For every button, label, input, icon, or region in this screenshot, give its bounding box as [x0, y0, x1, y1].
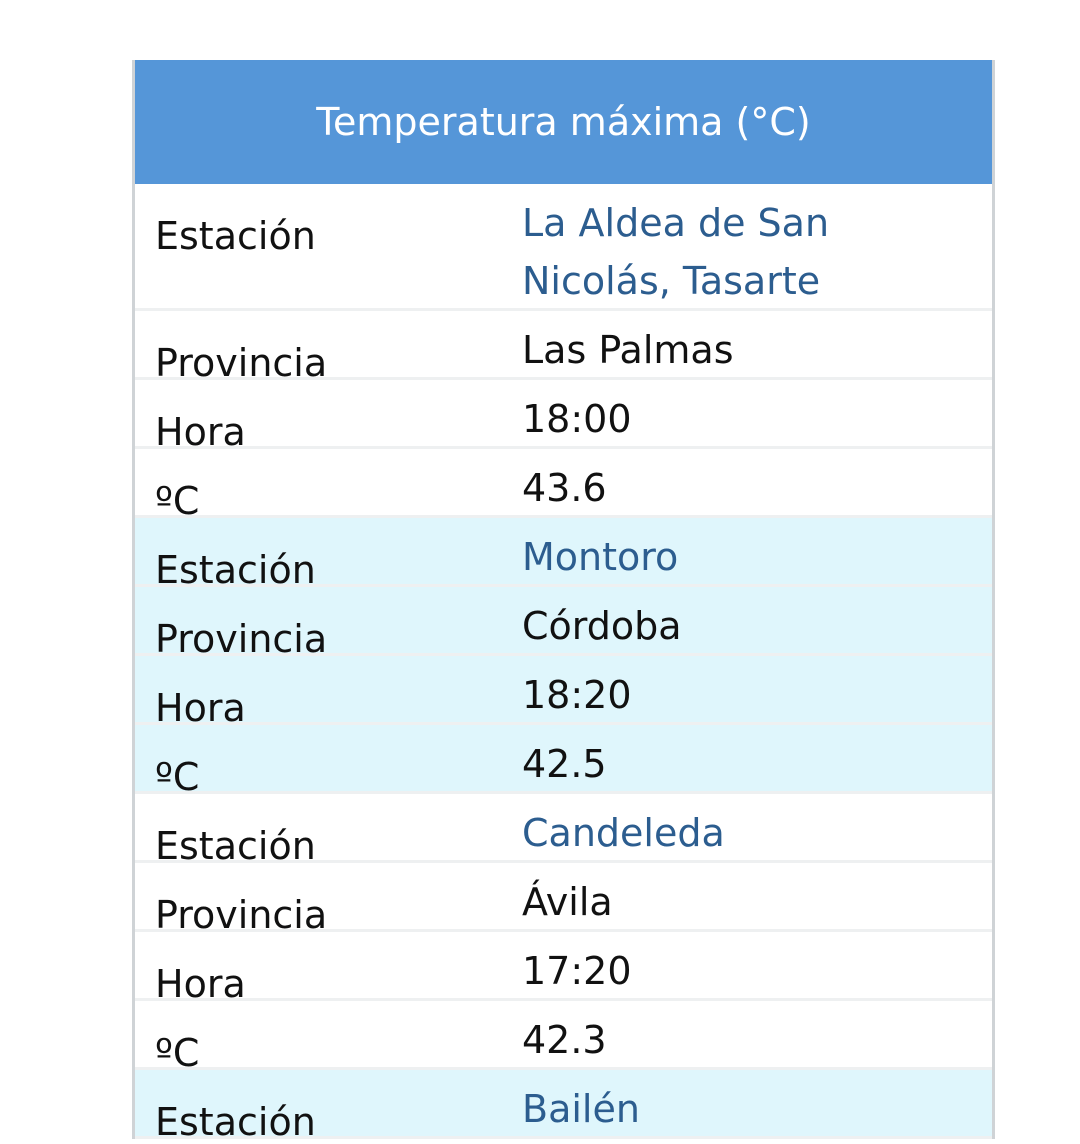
table-row: Estación Bailén	[135, 1070, 992, 1144]
hour-value: 18:00	[522, 397, 632, 441]
province-value: Las Palmas	[522, 328, 734, 372]
province-label: Provincia	[155, 617, 328, 661]
station-link[interactable]: Montoro	[522, 535, 679, 579]
hour-label: Hora	[155, 962, 246, 1006]
table-row: Hora 18:20	[135, 656, 992, 730]
province-value: Ávila	[522, 880, 613, 924]
station-link[interactable]: Bailén	[522, 1087, 640, 1131]
temp-label: ºC	[155, 479, 200, 523]
station-group: Estación Candeleda Provincia Ávila Hora …	[135, 794, 992, 1075]
temp-label: ºC	[155, 755, 200, 799]
table-row: ºC 42.5	[135, 725, 992, 799]
table-row: ºC 43.6	[135, 449, 992, 523]
temp-value: 43.6	[522, 466, 607, 510]
table-header: Temperatura máxima (°C)	[135, 60, 992, 184]
station-label: Estación	[155, 824, 316, 868]
temp-label: ºC	[155, 1031, 200, 1075]
province-label: Provincia	[155, 893, 328, 937]
table-row: Estación Montoro	[135, 518, 992, 592]
hour-value: 18:20	[522, 673, 632, 717]
table-row: Hora 18:00	[135, 380, 992, 454]
hour-label: Hora	[155, 410, 246, 454]
table-row: Provincia Córdoba	[135, 587, 992, 661]
temp-value: 42.5	[522, 742, 607, 786]
province-value: Córdoba	[522, 604, 682, 648]
table-row: Provincia Ávila	[135, 863, 992, 937]
station-link[interactable]: Candeleda	[522, 811, 725, 855]
station-group: Estación Montoro Provincia Córdoba Hora …	[135, 518, 992, 799]
station-group: Estación La Aldea de San Nicolás, Tasart…	[135, 184, 992, 523]
table-row: Hora 17:20	[135, 932, 992, 1006]
hour-value: 17:20	[522, 949, 632, 993]
province-label: Provincia	[155, 341, 328, 385]
station-link[interactable]: La Aldea de San Nicolás, Tasarte	[522, 201, 830, 303]
table-row: Estación La Aldea de San Nicolás, Tasart…	[135, 184, 992, 311]
table-title: Temperatura máxima (°C)	[316, 100, 811, 144]
station-label: Estación	[155, 548, 316, 592]
station-group: Estación Bailén	[135, 1070, 992, 1144]
table-row: Provincia Las Palmas	[135, 311, 992, 385]
table-row: ºC 42.3	[135, 1001, 992, 1075]
table-row: Estación Candeleda	[135, 794, 992, 868]
station-label: Estación	[155, 1100, 316, 1144]
max-temperature-table: Temperatura máxima (°C) Estación La Alde…	[132, 60, 995, 1144]
station-label: Estación	[155, 214, 316, 258]
hour-label: Hora	[155, 686, 246, 730]
temp-value: 42.3	[522, 1018, 607, 1062]
